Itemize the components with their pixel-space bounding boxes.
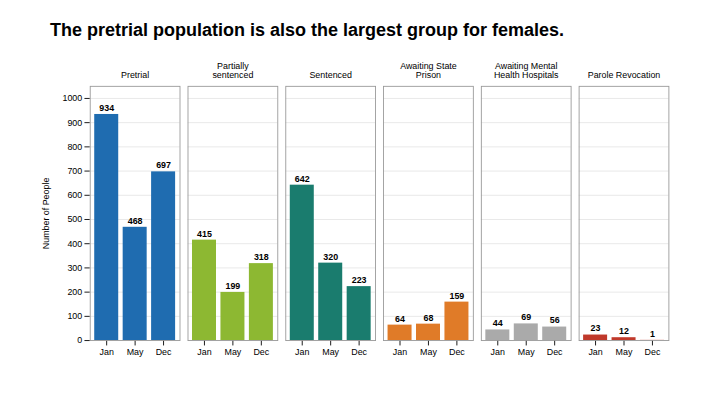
svg-text:68: 68 — [424, 313, 434, 323]
svg-text:Dec: Dec — [645, 347, 661, 357]
svg-text:May: May — [224, 347, 241, 357]
svg-text:Awaiting StatePrison: Awaiting StatePrison — [400, 61, 457, 80]
svg-text:Jan: Jan — [491, 347, 505, 357]
svg-text:Sentenced: Sentenced — [309, 70, 352, 80]
svg-text:Awaiting MentalHealth Hospital: Awaiting MentalHealth Hospitals — [494, 61, 559, 80]
svg-text:320: 320 — [323, 252, 338, 262]
svg-text:500: 500 — [67, 214, 82, 224]
svg-text:318: 318 — [254, 252, 269, 262]
svg-text:300: 300 — [67, 263, 82, 273]
svg-text:12: 12 — [619, 326, 629, 336]
svg-text:Partiallysentenced: Partiallysentenced — [212, 61, 253, 80]
svg-text:May: May — [518, 347, 535, 357]
svg-text:Dec: Dec — [547, 347, 563, 357]
svg-text:934: 934 — [99, 103, 114, 113]
svg-text:468: 468 — [128, 216, 143, 226]
svg-text:May: May — [616, 347, 633, 357]
svg-text:Dec: Dec — [253, 347, 269, 357]
svg-text:415: 415 — [197, 229, 212, 239]
svg-text:23: 23 — [591, 323, 601, 333]
svg-text:700: 700 — [67, 166, 82, 176]
svg-text:Jan: Jan — [100, 347, 114, 357]
svg-text:100: 100 — [67, 311, 82, 321]
svg-text:Jan: Jan — [197, 347, 211, 357]
svg-text:56: 56 — [550, 315, 560, 325]
svg-text:0: 0 — [77, 335, 82, 345]
svg-text:Pretrial: Pretrial — [121, 70, 149, 80]
html-text:The pretrial population is als: The pretrial population is also the larg… — [50, 20, 565, 40]
svg-text:Dec: Dec — [156, 347, 172, 357]
svg-text:697: 697 — [156, 160, 171, 170]
svg-text:Jan: Jan — [588, 347, 602, 357]
svg-text:800: 800 — [67, 142, 82, 152]
svg-text:Parole Revocation: Parole Revocation — [588, 70, 661, 80]
svg-text:642: 642 — [295, 174, 310, 184]
svg-text:200: 200 — [67, 287, 82, 297]
svg-text:May: May — [420, 347, 437, 357]
svg-text:900: 900 — [67, 117, 82, 127]
svg-text:May: May — [322, 347, 339, 357]
svg-text:Dec: Dec — [449, 347, 465, 357]
svg-text:Number of People: Number of People — [41, 178, 51, 250]
svg-text:400: 400 — [67, 239, 82, 249]
svg-text:199: 199 — [225, 281, 240, 291]
svg-text:May: May — [127, 347, 144, 357]
svg-text:159: 159 — [449, 291, 464, 301]
svg-text:1: 1 — [650, 329, 655, 339]
svg-text:Dec: Dec — [351, 347, 367, 357]
svg-text:Jan: Jan — [295, 347, 309, 357]
svg-text:600: 600 — [67, 190, 82, 200]
svg-text:1000: 1000 — [62, 93, 82, 103]
svg-text:Jan: Jan — [393, 347, 407, 357]
svg-text:69: 69 — [521, 312, 531, 322]
svg-text:64: 64 — [395, 314, 405, 324]
svg-text:223: 223 — [352, 275, 367, 285]
svg-text:44: 44 — [493, 318, 503, 328]
